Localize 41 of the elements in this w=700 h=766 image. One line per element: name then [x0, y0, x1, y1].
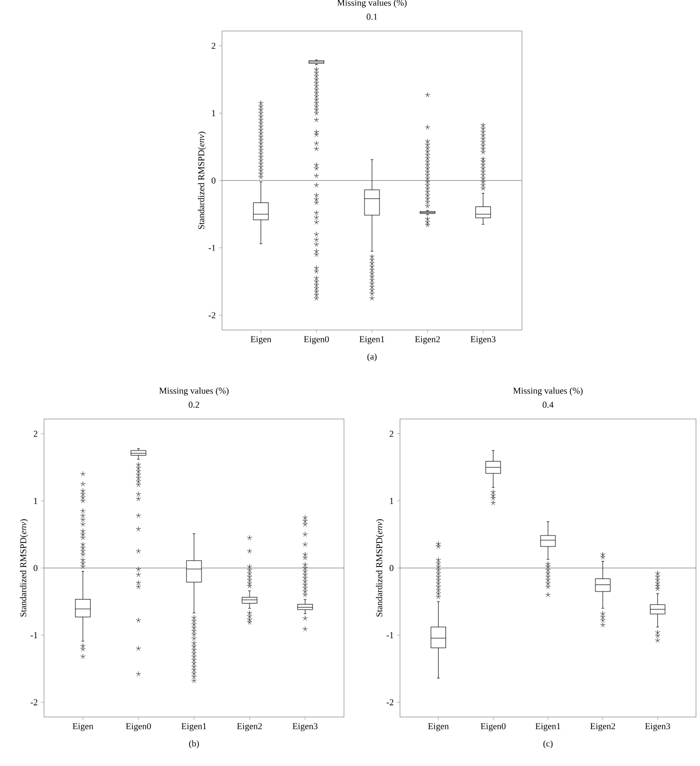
y-tick-label: 1 — [390, 498, 394, 504]
text: (b) — [189, 740, 199, 748]
x-tick-label: Eigen2 — [237, 723, 262, 732]
y-tick-label: -1 — [30, 632, 38, 638]
x-tick-label: Eigen1 — [360, 336, 384, 344]
x-tick-label: Eigen3 — [645, 723, 670, 732]
chart-title: Missing values (%) — [513, 387, 583, 396]
y-tick-label: 1 — [34, 498, 38, 504]
y-tick-label: 2 — [390, 430, 394, 437]
x-tick-label: Eigen2 — [590, 723, 616, 732]
text: (a) — [367, 353, 377, 362]
chart-title: Missing values (%) — [159, 387, 229, 396]
y-tick-label: 0 — [212, 177, 216, 184]
x-tick-label: Eigen — [72, 723, 94, 732]
x-tick-label: Eigen — [250, 336, 272, 344]
text: (c) — [543, 740, 553, 748]
x-tick-label: Eigen2 — [415, 336, 440, 344]
chart-subtitle: 0.2 — [188, 402, 200, 408]
y-axis-title: Standardized RMSPD(env) — [20, 519, 28, 617]
x-tick-label: Eigen1 — [536, 723, 560, 732]
y-tick-label: -1 — [208, 244, 216, 251]
x-tick-label: Eigen3 — [292, 723, 318, 732]
y-tick-label: 0 — [390, 564, 394, 572]
y-tick-label: 2 — [212, 42, 216, 49]
x-tick-label: Eigen0 — [304, 336, 329, 344]
y-axis-title: Standardized RMSPD(env) — [376, 519, 384, 617]
y-axis-title: Standardized RMSPD(env) — [198, 132, 206, 230]
x-tick-label: Eigen0 — [126, 723, 151, 732]
x-tick-label: Eigen — [428, 723, 449, 732]
y-tick-label: -2 — [386, 699, 394, 706]
chart-subtitle: 0.4 — [542, 402, 554, 408]
y-tick-label: -1 — [386, 632, 394, 638]
y-tick-label: -2 — [208, 312, 216, 318]
x-tick-label: Eigen0 — [480, 723, 506, 732]
x-tick-label: Eigen3 — [470, 336, 496, 344]
x-tick-label: Eigen1 — [182, 723, 206, 732]
y-tick-label: 2 — [34, 430, 38, 437]
chart-subtitle: 0.1 — [366, 14, 378, 20]
y-tick-label: 1 — [212, 110, 216, 116]
y-tick-label: -2 — [30, 699, 38, 706]
y-tick-label: 0 — [34, 564, 38, 572]
